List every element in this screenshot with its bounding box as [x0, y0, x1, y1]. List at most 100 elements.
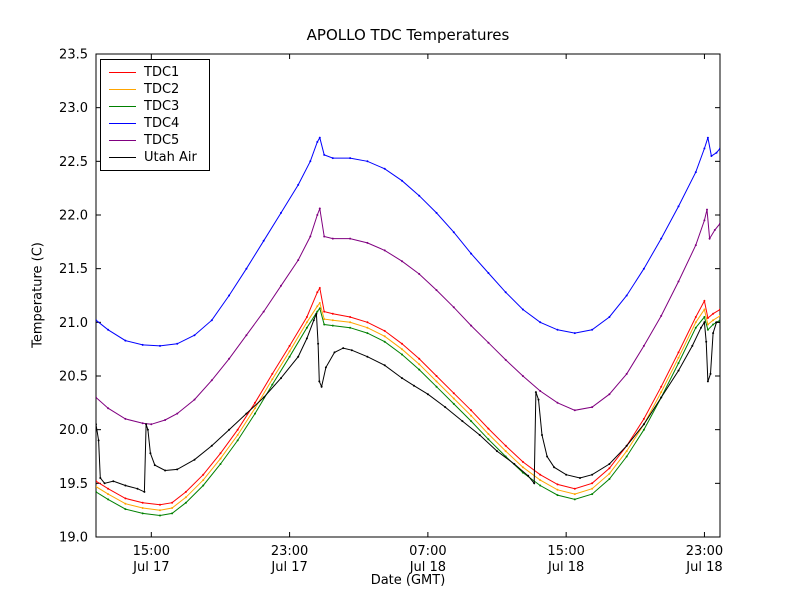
series-marker [591, 473, 594, 476]
series-marker [452, 231, 455, 234]
legend-label: Utah Air [144, 150, 197, 165]
series-marker [513, 463, 516, 465]
series-marker [435, 211, 438, 214]
series-marker [470, 409, 473, 412]
legend-line-sample [109, 89, 136, 90]
series-marker [236, 434, 239, 436]
y-tick-label: 23.0 [59, 101, 88, 116]
series-marker [703, 321, 706, 324]
y-tick-label: 19.5 [59, 477, 88, 492]
series-marker [350, 349, 353, 352]
series-marker [97, 439, 100, 442]
series-marker [107, 328, 110, 331]
series-marker [677, 362, 680, 365]
series-marker [539, 484, 542, 487]
series-marker [625, 372, 628, 375]
series-marker [625, 455, 628, 458]
series-marker [700, 326, 702, 329]
series-marker [150, 423, 153, 426]
series-marker [712, 323, 715, 326]
series-marker [556, 483, 559, 486]
series-marker [159, 344, 161, 347]
series-marker [642, 417, 645, 420]
series-marker [660, 396, 663, 399]
series-marker [96, 490, 97, 493]
series-marker [539, 321, 542, 324]
series-marker [271, 372, 274, 375]
series-marker [573, 498, 576, 501]
series-marker [703, 147, 706, 150]
series-marker [533, 482, 536, 485]
series-marker [487, 341, 490, 344]
series-marker [288, 355, 291, 358]
series-marker [366, 355, 369, 358]
series-marker [141, 507, 144, 509]
series-marker [316, 305, 319, 308]
series-marker [418, 363, 421, 366]
series-marker [236, 439, 239, 442]
series-marker [124, 339, 127, 342]
series-marker [124, 502, 127, 505]
series-marker [461, 420, 464, 423]
series-marker [280, 377, 282, 380]
series-marker [426, 393, 429, 396]
series-marker [504, 450, 507, 453]
series-marker [452, 392, 455, 395]
series-marker [318, 207, 321, 210]
series-marker [660, 385, 663, 388]
series-marker [719, 308, 720, 311]
legend-label: TDC4 [144, 116, 180, 131]
series-marker [591, 482, 594, 485]
series-marker [556, 494, 559, 497]
chart-title: APOLLO TDC Temperatures [306, 26, 510, 44]
series-marker [309, 160, 312, 163]
series-marker [309, 235, 312, 238]
series-marker [159, 503, 161, 506]
series-marker [556, 401, 559, 404]
series-marker [452, 306, 455, 309]
series-marker [591, 487, 594, 490]
series-marker [159, 509, 161, 512]
series-marker [556, 488, 559, 491]
series-marker [349, 316, 352, 318]
legend-item-tdc1: TDC1 [109, 65, 197, 80]
series-marker [703, 219, 706, 222]
series-marker [444, 406, 447, 409]
series-marker [193, 334, 196, 337]
x-tick-label-time: 15:00 [547, 544, 584, 559]
series-marker [210, 444, 213, 447]
series-marker [96, 485, 97, 488]
series-marker [573, 487, 576, 490]
series-line-tdc3 [96, 307, 720, 517]
y-tick-label: 19.0 [59, 531, 88, 546]
series-marker [712, 312, 715, 315]
series-marker [719, 222, 720, 225]
legend-line-sample [109, 157, 136, 158]
series-marker [478, 434, 481, 436]
series-marker [383, 167, 386, 170]
series-marker [694, 326, 697, 329]
series-marker [534, 391, 537, 394]
series-marker [184, 496, 187, 499]
series-marker [318, 302, 321, 304]
legend-label: TDC2 [144, 82, 180, 97]
legend-label: TDC5 [144, 133, 180, 148]
series-marker [305, 337, 308, 340]
series-marker [694, 244, 697, 247]
series-marker [539, 479, 542, 482]
series-marker [171, 512, 174, 515]
legend-item-tdc3: TDC3 [109, 99, 197, 114]
series-marker [176, 468, 179, 471]
series-marker [305, 326, 308, 329]
series-marker [401, 348, 403, 351]
series-marker [316, 141, 319, 143]
series-marker [331, 157, 334, 160]
series-marker [323, 323, 326, 326]
series-marker [553, 466, 556, 469]
series-marker [706, 317, 709, 319]
series-marker [349, 237, 352, 240]
x-tick-label-time: 23:00 [271, 544, 308, 559]
series-marker [228, 357, 231, 360]
series-line-tdc2 [96, 301, 720, 511]
series-marker [366, 332, 369, 335]
